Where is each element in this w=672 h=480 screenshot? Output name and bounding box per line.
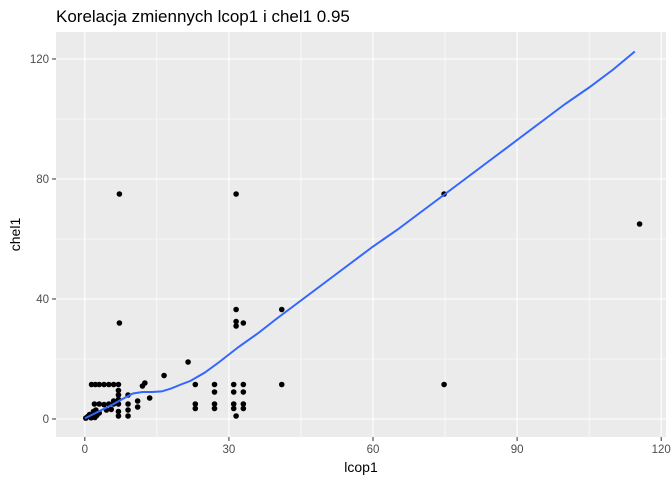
x-tick-label: 90 (511, 444, 524, 456)
data-point (108, 406, 115, 413)
data-point (116, 191, 123, 197)
data-point (233, 318, 239, 325)
data-point (125, 413, 131, 419)
data-point (115, 387, 122, 394)
y-axis: 0 40 80 120 (30, 54, 56, 426)
data-point (110, 381, 117, 388)
data-point (278, 306, 285, 313)
data-point (233, 191, 239, 197)
y-tick-label: 80 (36, 174, 49, 186)
data-point (106, 381, 112, 388)
data-point (115, 392, 122, 398)
x-tick-label: 120 (652, 444, 671, 456)
chart-title: Korelacja zmiennych lcop1 i chel1 0.95 (56, 7, 350, 26)
data-point (240, 320, 247, 326)
data-point (230, 401, 237, 407)
data-point (233, 306, 239, 313)
data-point (96, 381, 103, 388)
data-point (101, 401, 107, 408)
data-point (211, 389, 218, 395)
data-point (125, 401, 131, 407)
plot-panel (56, 32, 666, 437)
data-points (82, 191, 643, 421)
data-point (134, 404, 141, 410)
y-axis-title: chel1 (7, 218, 23, 252)
major-grid (56, 32, 666, 437)
data-point (91, 401, 98, 407)
data-point (142, 380, 148, 386)
data-point (92, 381, 99, 388)
data-point (192, 381, 199, 388)
data-point (185, 359, 191, 365)
data-point (230, 381, 237, 388)
x-tick-label: 30 (223, 444, 236, 456)
data-point (240, 389, 247, 395)
data-point (240, 405, 247, 412)
data-point (278, 381, 285, 388)
smooth-line (84, 50, 636, 420)
data-point (192, 405, 199, 412)
y-tick-label: 0 (43, 414, 49, 426)
x-tick-label: 0 (82, 444, 88, 456)
data-point (211, 381, 218, 388)
data-point (211, 401, 218, 407)
data-point (161, 372, 167, 379)
data-point (240, 401, 247, 407)
data-point (134, 398, 141, 404)
data-point (88, 381, 95, 388)
data-point (146, 395, 153, 401)
data-point (125, 407, 131, 413)
data-point (230, 405, 237, 412)
data-point (233, 323, 239, 329)
x-axis-title: lcop1 (344, 459, 378, 475)
x-tick-label: 60 (367, 444, 380, 456)
data-point (233, 413, 239, 419)
y-tick-label: 40 (36, 294, 49, 306)
data-point (116, 320, 123, 326)
data-point (192, 401, 199, 407)
y-tick-label: 120 (30, 54, 49, 66)
data-point (96, 401, 103, 407)
data-point (211, 405, 218, 412)
minor-grid (56, 32, 666, 437)
data-point (115, 413, 122, 419)
data-point (441, 381, 447, 388)
data-point (115, 408, 122, 415)
data-point (240, 381, 247, 388)
x-axis: 0 30 60 90 120 (82, 437, 671, 456)
data-point (636, 221, 643, 227)
data-point (115, 381, 122, 388)
data-point (230, 389, 237, 395)
data-point (101, 381, 107, 388)
